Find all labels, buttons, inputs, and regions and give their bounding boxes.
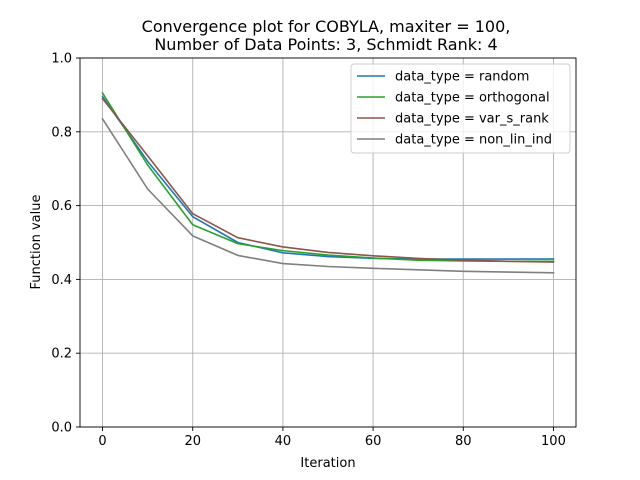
- x-tick-label: 80: [455, 434, 472, 449]
- legend: data_type = random data_type = orthogonal…: [350, 63, 571, 154]
- y-tick-label: 0.6: [51, 199, 72, 214]
- series-line-non-lin-ind: [101, 117, 555, 274]
- legend-box: [350, 63, 571, 154]
- legend-entry-label: data_type = var_s_rank: [395, 112, 549, 127]
- series-line-var-s-rank: [101, 97, 555, 263]
- legend-entry-label: data_type = non_lin_ind: [395, 133, 552, 148]
- x-tick-label: 60: [365, 434, 382, 449]
- x-tick-label: 40: [275, 434, 292, 449]
- x-tick-label: 100: [541, 434, 566, 449]
- x-axis-ticks: 0 20 40 60 80 100: [98, 427, 566, 449]
- chart-title-line2: Number of Data Points: 3, Schmidt Rank: …: [154, 35, 497, 54]
- y-axis-label: Function value: [29, 195, 44, 290]
- y-tick-label: 0.2: [51, 347, 72, 362]
- y-axis-ticks: 0.0 0.2 0.4 0.6 0.8 1.0: [51, 52, 80, 436]
- series-layer: [101, 91, 555, 274]
- y-tick-label: 0.0: [51, 421, 72, 436]
- y-tick-label: 0.8: [51, 125, 72, 140]
- plot-frame: [79, 57, 577, 428]
- legend-entry-label: data_type = random: [395, 70, 529, 85]
- chart-title-line1: Convergence plot for COBYLA, maxiter = 1…: [142, 17, 511, 36]
- legend-entry-label: data_type = orthogonal: [395, 91, 550, 106]
- y-tick-label: 0.4: [51, 273, 72, 288]
- x-tick-label: 20: [184, 434, 201, 449]
- series-line-random: [101, 95, 555, 260]
- x-tick-label: 0: [98, 434, 106, 449]
- x-axis-label: Iteration: [300, 456, 355, 471]
- y-tick-label: 1.0: [51, 52, 72, 67]
